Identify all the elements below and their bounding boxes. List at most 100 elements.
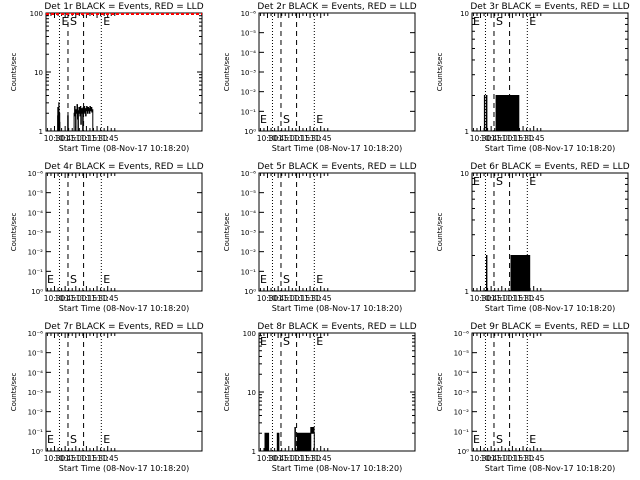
x-tick-label: 11:15	[289, 454, 311, 463]
x-tick-label: 10:30	[44, 134, 66, 143]
y-tick-label: 10⁻³	[28, 389, 44, 397]
x-tick-label: 11:15	[76, 134, 98, 143]
chart-panel-8: Det 8r BLACK = Events, RED = LLD Counts/s…	[223, 322, 417, 473]
x-tick-label: 11:15	[76, 294, 98, 303]
y-tick-label: 10⁻²	[454, 409, 470, 417]
y-axis-label: Counts/sec	[10, 213, 18, 252]
marker-letter-e: E	[61, 15, 68, 28]
x-tick-label: 10:45	[54, 454, 76, 463]
series-events-line	[264, 427, 315, 452]
y-tick-label: 100	[243, 330, 256, 338]
y-axis-label: Counts/sec	[10, 53, 18, 92]
y-tick-label: 10⁰	[31, 448, 43, 456]
x-tick-label: 10:30	[257, 294, 279, 303]
chart-title: Det 4r BLACK = Events, RED = LLD	[44, 162, 203, 172]
y-tick-label: 1	[465, 288, 469, 296]
x-axis-label: Start Time (08-Nov-17 10:18:20)	[59, 304, 189, 313]
y-tick-label: 10⁻⁴	[241, 49, 257, 57]
marker-letter-s: S	[283, 335, 290, 348]
x-tick-label: 11:30	[86, 134, 108, 143]
y-axis-label: Counts/sec	[436, 373, 444, 412]
x-tick-label: 11:30	[299, 294, 321, 303]
x-tick-label: 11:00	[278, 134, 300, 143]
series-events-line	[57, 102, 94, 132]
x-tick-label: 10:30	[257, 134, 279, 143]
x-tick-label: 11:00	[491, 294, 513, 303]
x-tick-label: 11:45	[523, 134, 545, 143]
y-tick-label: 1	[252, 448, 256, 456]
y-tick-label: 10	[34, 69, 43, 77]
plot-frame	[258, 332, 416, 452]
x-tick-label: 10:45	[480, 134, 502, 143]
x-tick-label: 11:15	[289, 134, 311, 143]
x-tick-label: 11:15	[76, 454, 98, 463]
y-tick-label: 10⁻⁴	[28, 369, 44, 377]
x-tick-label: 10:30	[470, 134, 492, 143]
x-tick-label: 10:30	[470, 294, 492, 303]
marker-letter-e: E	[316, 273, 323, 286]
x-tick-label: 10:30	[44, 454, 66, 463]
x-tick-label: 10:30	[257, 454, 279, 463]
x-tick-label: 11:45	[97, 294, 119, 303]
x-tick-label: 11:15	[502, 294, 524, 303]
marker-letter-e: E	[316, 335, 323, 348]
x-tick-label: 10:45	[54, 134, 76, 143]
plot-frame	[471, 172, 629, 292]
x-tick-label: 11:15	[502, 454, 524, 463]
marker-letter-e: E	[316, 113, 323, 126]
y-tick-label: 10⁻¹	[241, 108, 257, 116]
y-tick-label: 10⁰	[457, 448, 469, 456]
chart-panel-6: Det 6r BLACK = Events, RED = LLD Counts/s…	[436, 162, 630, 313]
y-tick-label: 10⁻⁶	[28, 170, 44, 178]
y-tick-label: 100	[30, 10, 43, 18]
x-axis-label: Start Time (08-Nov-17 10:18:20)	[59, 144, 189, 153]
chart-title: Det 7r BLACK = Events, RED = LLD	[44, 322, 203, 332]
chart-title: Det 1r BLACK = Events, RED = LLD	[44, 2, 203, 12]
x-axis-label: Start Time (08-Nov-17 10:18:20)	[59, 464, 189, 473]
x-tick-label: 11:00	[65, 134, 87, 143]
series-events-line	[483, 95, 520, 132]
y-tick-label: 10⁻³	[28, 229, 44, 237]
x-tick-label: 11:15	[502, 134, 524, 143]
y-tick-label: 10⁻⁵	[241, 190, 257, 198]
y-tick-label: 10⁻⁴	[28, 209, 44, 217]
chart-panel-5: Det 5r BLACK = Events, RED = LLD Counts/s…	[223, 162, 417, 313]
marker-letter-e: E	[473, 15, 480, 28]
x-tick-label: 11:45	[97, 454, 119, 463]
x-axis-label: Start Time (08-Nov-17 10:18:20)	[485, 304, 615, 313]
x-tick-label: 11:00	[65, 454, 87, 463]
x-tick-label: 11:30	[512, 294, 534, 303]
x-tick-label: 10:45	[480, 454, 502, 463]
y-tick-label: 10⁻¹	[454, 428, 470, 436]
chart-title: Det 3r BLACK = Events, RED = LLD	[470, 2, 629, 12]
y-tick-label: 10	[460, 170, 469, 178]
chart-title: Det 9r BLACK = Events, RED = LLD	[470, 322, 629, 332]
series-events-line	[486, 255, 531, 292]
x-tick-label: 11:30	[299, 134, 321, 143]
y-tick-label: 10⁻²	[28, 249, 44, 257]
x-tick-label: 10:30	[44, 294, 66, 303]
x-tick-label: 11:30	[86, 454, 108, 463]
chart-panel-9: Det 9r BLACK = Events, RED = LLD Counts/s…	[436, 322, 630, 473]
x-tick-label: 11:45	[97, 134, 119, 143]
x-tick-label: 11:30	[299, 454, 321, 463]
y-tick-label: 10⁰	[244, 128, 256, 136]
x-tick-label: 11:00	[278, 454, 300, 463]
y-axis-label: Counts/sec	[223, 53, 231, 92]
x-tick-label: 10:45	[480, 294, 502, 303]
x-tick-label: 11:45	[310, 294, 332, 303]
x-tick-label: 10:45	[267, 294, 289, 303]
y-tick-label: 10⁻⁵	[241, 30, 257, 38]
chart-panel-2: Det 2r BLACK = Events, RED = LLD Counts/s…	[223, 2, 417, 153]
y-tick-label: 10⁻³	[241, 229, 257, 237]
y-tick-label: 10⁻¹	[28, 428, 44, 436]
marker-letter-s: S	[283, 273, 290, 286]
marker-letter-s: S	[496, 15, 503, 28]
y-tick-label: 10⁻⁶	[241, 10, 257, 18]
chart-title: Det 5r BLACK = Events, RED = LLD	[257, 162, 416, 172]
x-axis-label: Start Time (08-Nov-17 10:18:20)	[272, 464, 402, 473]
marker-letter-s: S	[70, 15, 77, 28]
chart-panel-4: Det 4r BLACK = Events, RED = LLD Counts/s…	[10, 162, 204, 313]
chart-panel-3: Det 3r BLACK = Events, RED = LLD Counts/s…	[436, 2, 630, 153]
